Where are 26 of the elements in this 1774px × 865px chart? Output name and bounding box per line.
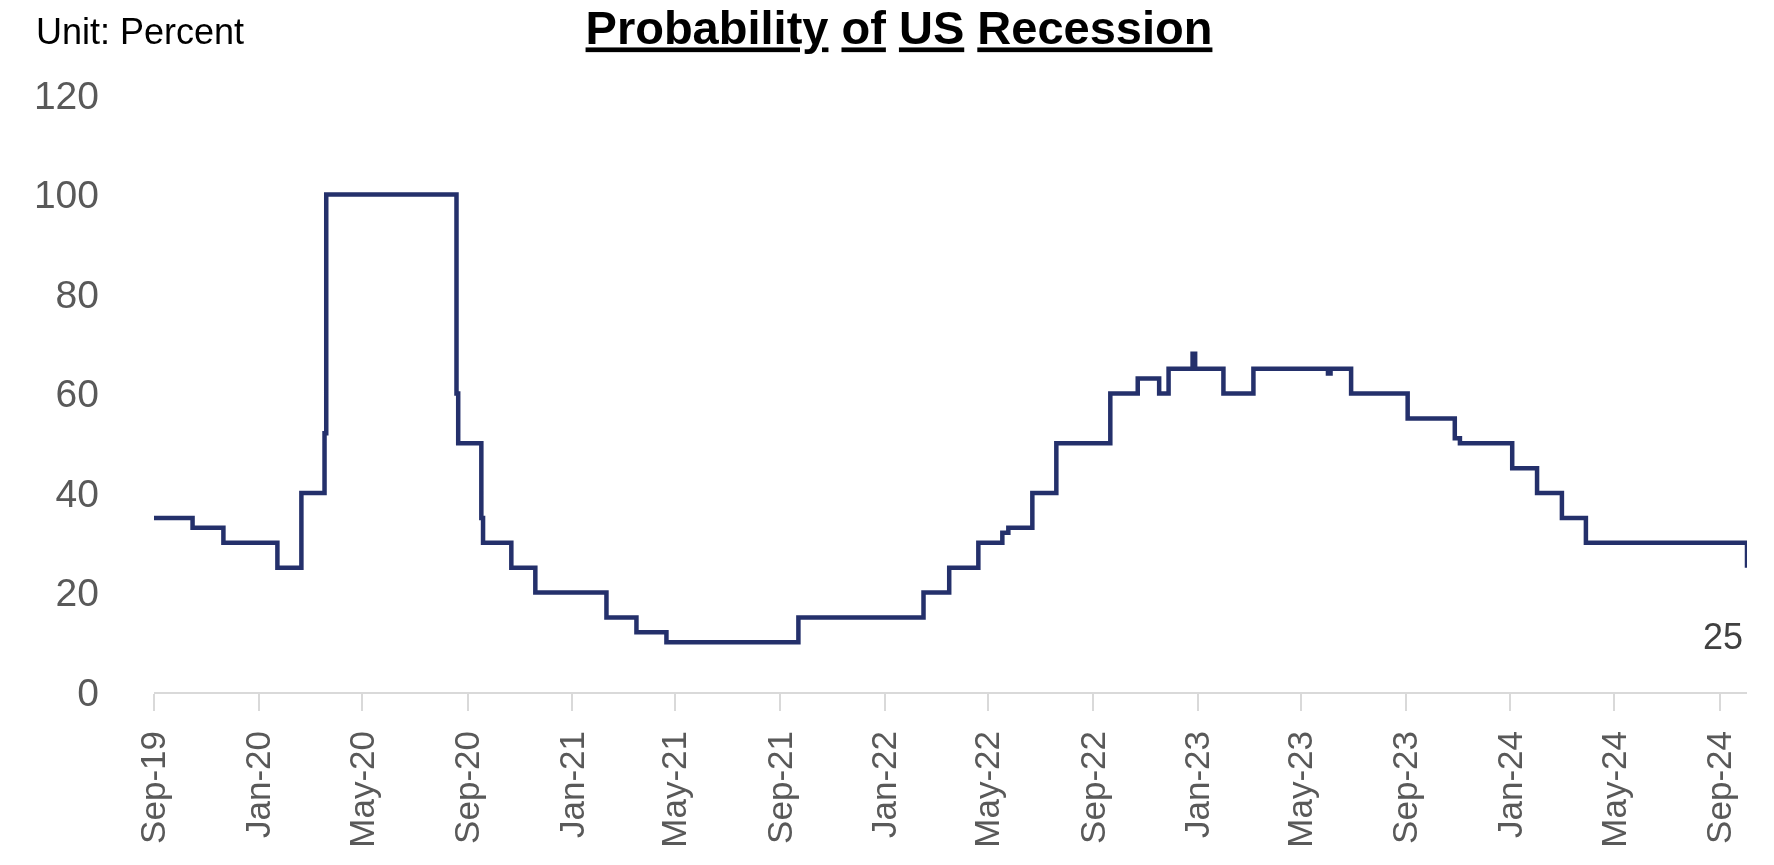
x-tick-label: May-23 (1279, 731, 1319, 848)
x-tick-label: Sep-23 (1385, 731, 1425, 844)
y-tick-label: 0 (77, 670, 99, 714)
y-tick-label: 120 (33, 73, 99, 117)
x-tick-label: May-22 (967, 731, 1007, 848)
x-tick-label: May-24 (1593, 731, 1633, 848)
y-tick-label: 20 (55, 571, 99, 615)
x-tick-label: May-20 (341, 731, 381, 848)
x-tick-label: Jan-23 (1177, 731, 1217, 839)
x-tick-label: Jan-20 (237, 731, 277, 839)
x-tick-label: Sep-24 (1698, 731, 1738, 844)
x-tick-label: May-21 (654, 731, 694, 848)
x-tick-label: Sep-19 (133, 731, 173, 844)
data-label: 25 (1703, 616, 1744, 657)
y-axis-title: Unit: Percent (36, 11, 245, 52)
y-tick-label: 40 (55, 471, 99, 515)
x-tick-label: Jan-22 (864, 731, 904, 839)
x-tick-label: Jan-24 (1489, 731, 1529, 839)
x-tick-label: Jan-21 (551, 731, 591, 839)
y-tick-label: 100 (33, 173, 99, 217)
y-tick-label: 80 (55, 272, 99, 316)
y-tick-label: 60 (55, 372, 99, 416)
x-tick-label: Sep-21 (759, 731, 799, 844)
x-tick-label: Sep-20 (447, 731, 487, 844)
chart-title: Probability of US Recession (585, 1, 1213, 55)
x-tick-label: Sep-22 (1072, 731, 1112, 844)
